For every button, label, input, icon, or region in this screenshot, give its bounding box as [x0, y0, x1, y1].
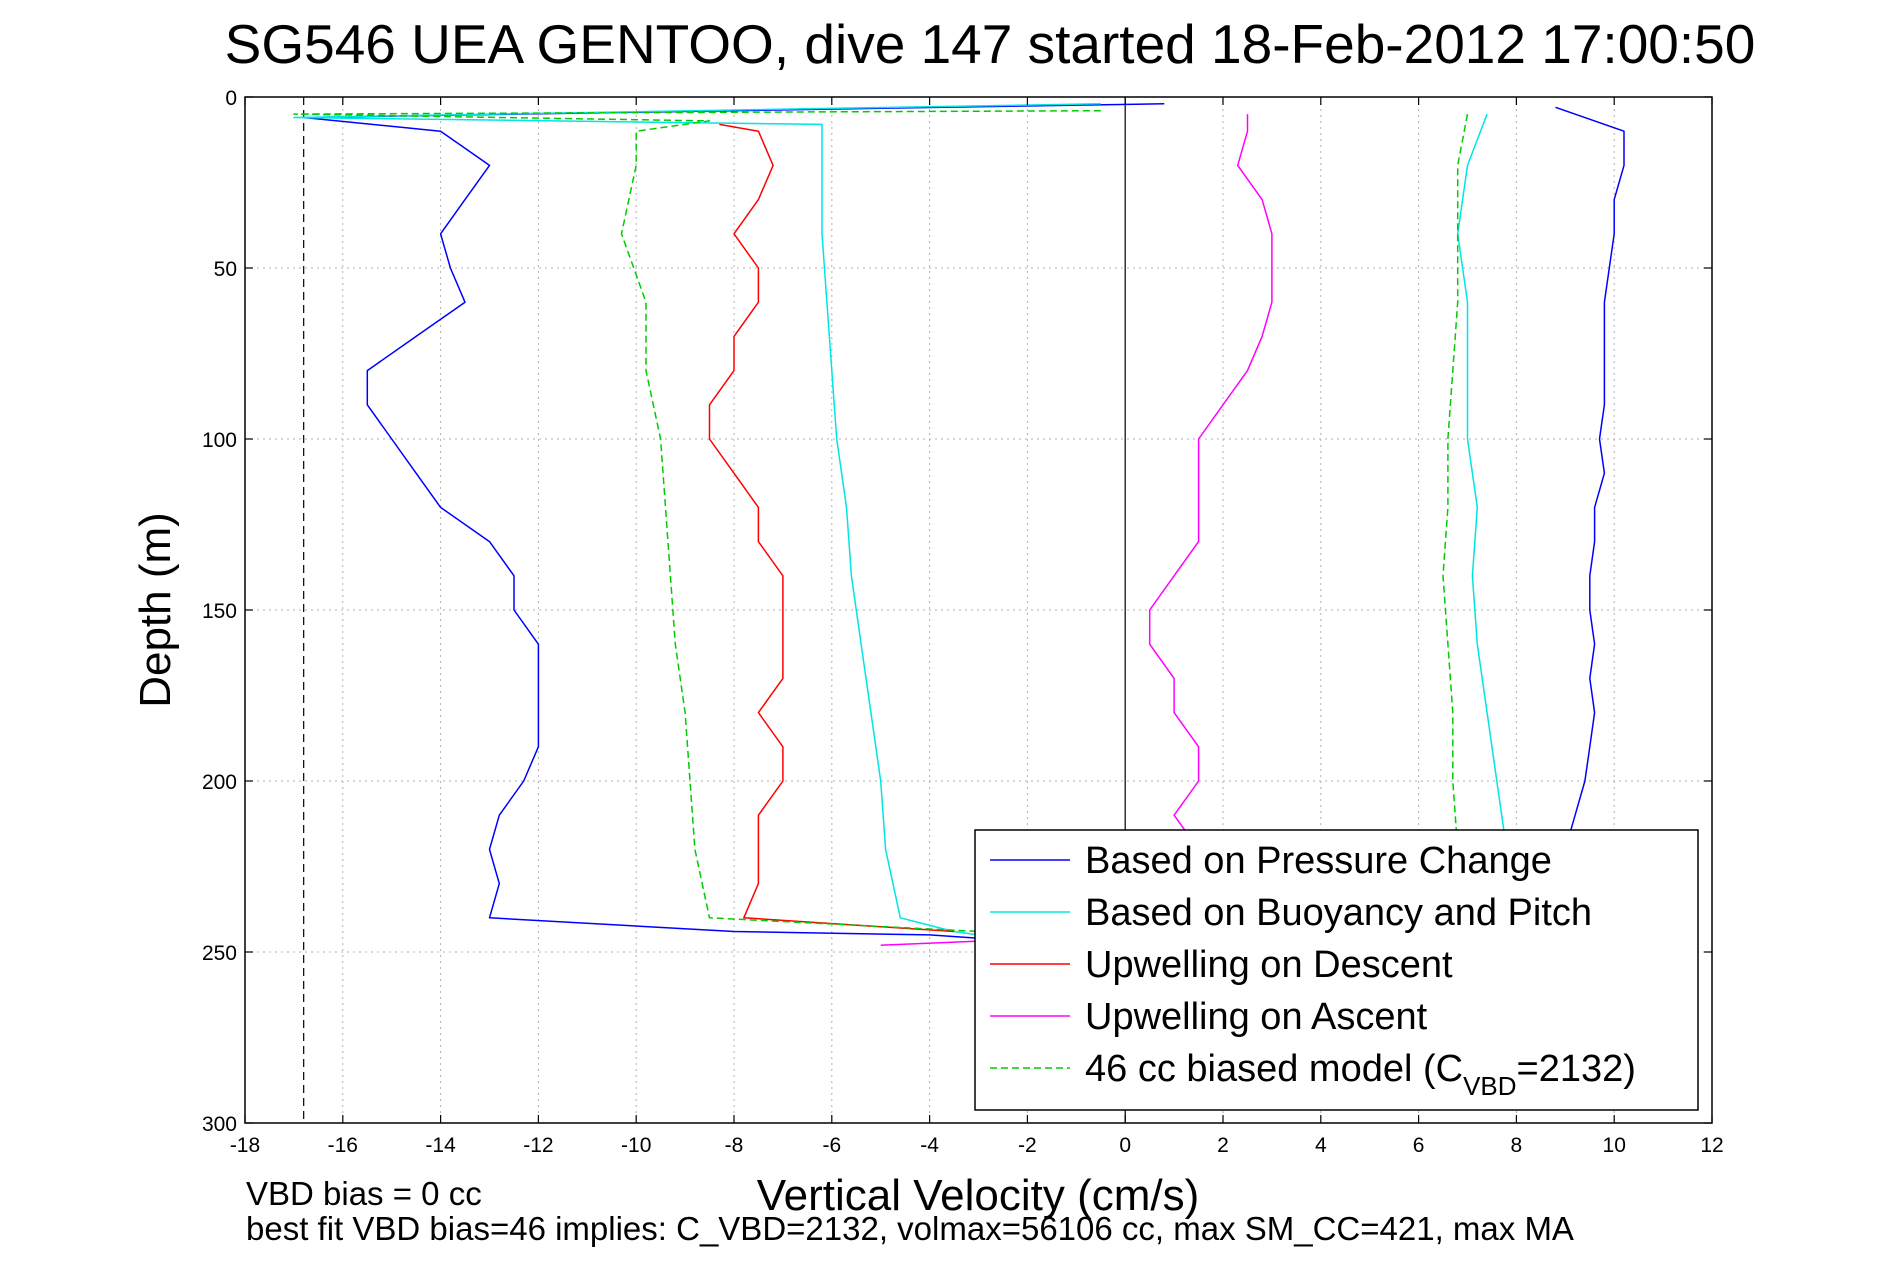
- x-tick-label: 10: [1603, 1134, 1626, 1157]
- x-tick-label: 0: [1119, 1134, 1131, 1157]
- series-line-0: [302, 103, 1625, 940]
- series-line-2: [708, 123, 955, 933]
- legend-label: Upwelling on Descent: [1085, 944, 1453, 986]
- y-tick-label: 100: [202, 429, 237, 452]
- x-tick-label: -12: [523, 1134, 553, 1157]
- x-tick-label: 4: [1315, 1134, 1327, 1157]
- y-tick-label: 50: [214, 258, 237, 281]
- x-tick-label: -4: [920, 1134, 939, 1157]
- legend: Based on Pressure Change Based on Buoyanc…: [974, 829, 1699, 1111]
- x-tick-label: -8: [725, 1134, 744, 1157]
- y-axis-label: Depth (m): [131, 512, 180, 708]
- x-tick-label: 12: [1700, 1134, 1723, 1157]
- series-line-1: [293, 103, 1508, 936]
- legend-label: Upwelling on Ascent: [1085, 996, 1428, 1038]
- x-tick-label: -10: [621, 1134, 651, 1157]
- x-tick-label: 6: [1413, 1134, 1425, 1157]
- series-line-4: [293, 109, 1469, 933]
- x-axis-ticks: -18 -16 -14 -12 -10 -8 -6 -4 -2 0 2 4 6 8 10 12: [230, 97, 1724, 1157]
- legend-box: [974, 829, 1699, 1111]
- x-tick-label: -16: [328, 1134, 358, 1157]
- y-tick-label: 200: [202, 771, 237, 794]
- y-tick-label: 0: [225, 87, 237, 110]
- best-fit-note: best fit VBD bias=46 implies: C_VBD=2132…: [246, 1210, 1574, 1247]
- legend-label-suffix: =2132): [1517, 1048, 1636, 1090]
- legend-label: Based on Buoyancy and Pitch: [1085, 892, 1592, 934]
- legend-label: 46 cc biased model (CVBD=2132): [1085, 1048, 1636, 1101]
- y-axis-ticks: 0 50 100 150 200 250 300: [202, 87, 1712, 1136]
- x-tick-label: -18: [230, 1134, 260, 1157]
- x-axis-label: Vertical Velocity (cm/s): [757, 1171, 1200, 1220]
- x-tick-label: 8: [1511, 1134, 1523, 1157]
- x-tick-label: -2: [1018, 1134, 1037, 1157]
- x-tick-label: -6: [822, 1134, 841, 1157]
- legend-label-prefix: 46 cc biased model (C: [1085, 1048, 1463, 1090]
- legend-label: Based on Pressure Change: [1085, 840, 1552, 882]
- chart-title: SG546 UEA GENTOO, dive 147 started 18-Fe…: [225, 13, 1756, 75]
- y-tick-label: 250: [202, 942, 237, 965]
- vbd-bias-note: VBD bias = 0 cc: [246, 1175, 482, 1212]
- x-tick-label: 2: [1217, 1134, 1229, 1157]
- y-tick-label: 300: [202, 1113, 237, 1136]
- legend-label-subscript: VBD: [1463, 1071, 1516, 1101]
- y-tick-label: 150: [202, 600, 237, 623]
- x-tick-label: -14: [425, 1134, 456, 1157]
